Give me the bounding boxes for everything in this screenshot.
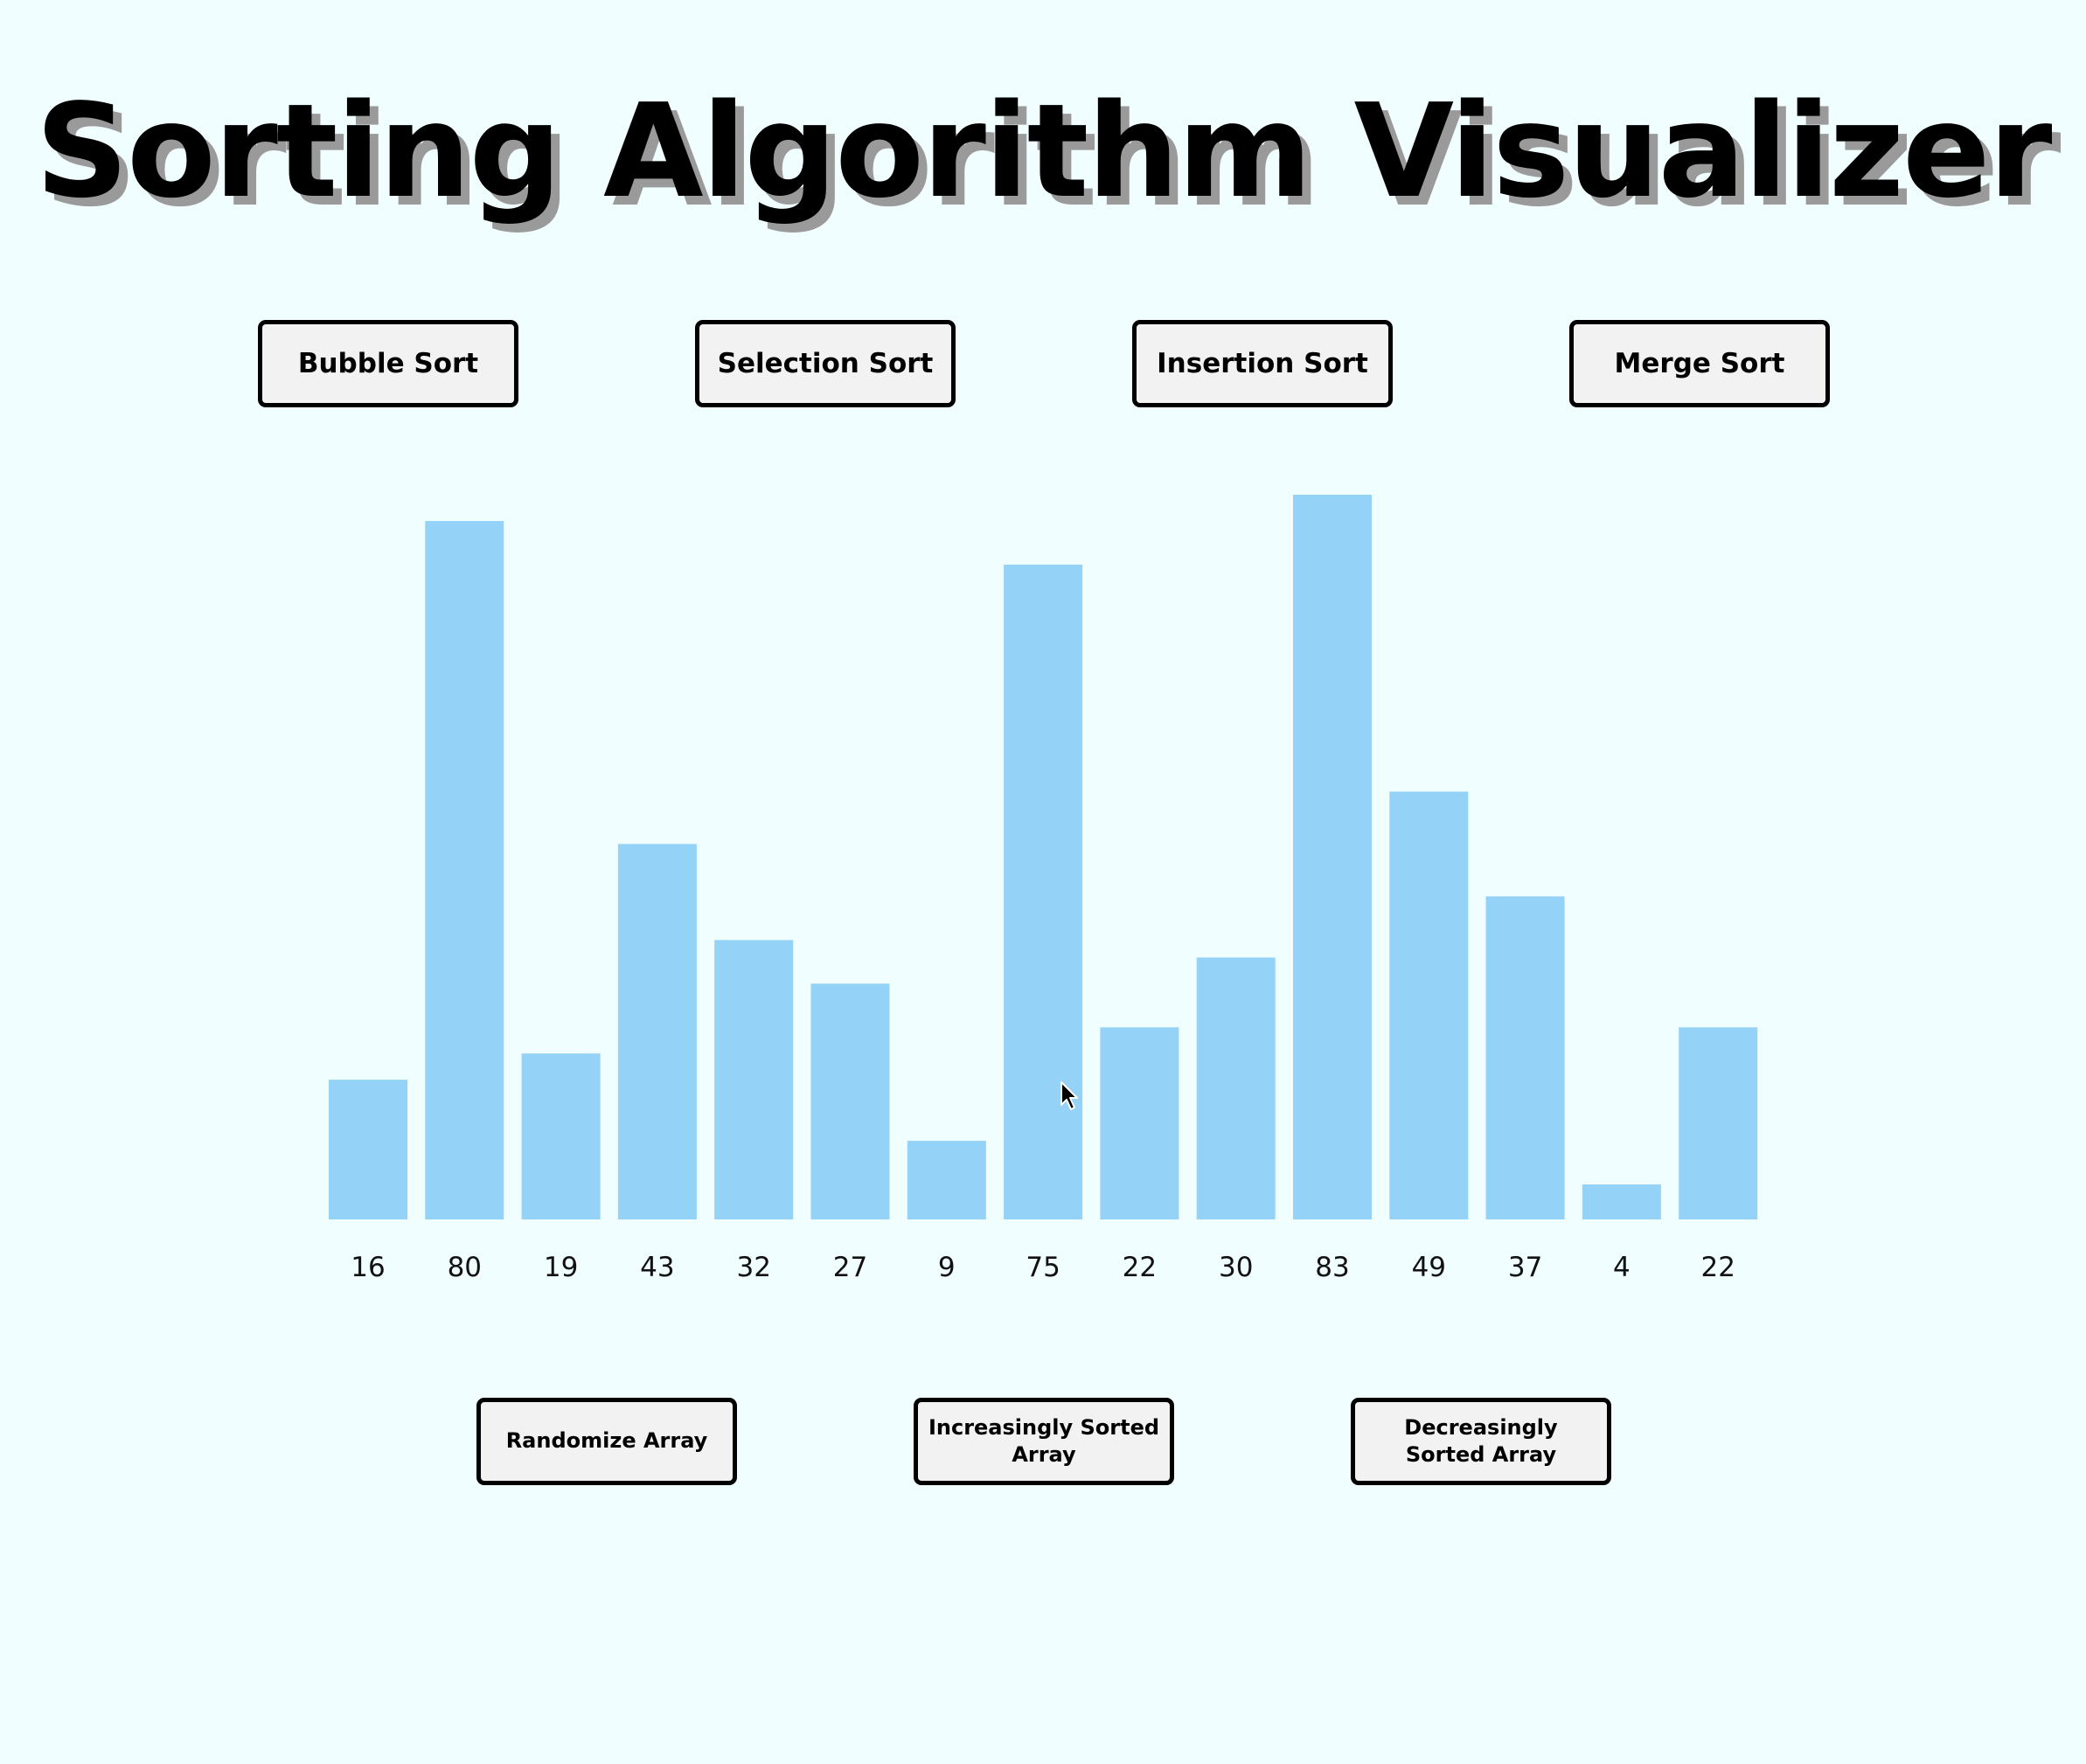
- bar-value-label: 4: [1613, 1252, 1631, 1283]
- merge-sort-button[interactable]: Merge Sort: [1569, 320, 1830, 407]
- mouse-pointer-icon: [1060, 1081, 1078, 1110]
- bar-value-label: 30: [1219, 1252, 1253, 1283]
- page-title: Sorting Algorithm Visualizer: [35, 76, 2053, 226]
- array-bar: [617, 844, 697, 1219]
- array-bar: [1485, 896, 1565, 1219]
- randomize-array-button[interactable]: Randomize Array: [476, 1398, 737, 1485]
- bar-value-label: 43: [640, 1252, 674, 1283]
- bar-value-label: 22: [1123, 1252, 1157, 1283]
- bar-value-label: 37: [1508, 1252, 1542, 1283]
- bar-value-label: 49: [1412, 1252, 1446, 1283]
- array-bar: [1293, 495, 1372, 1219]
- array-bar: [810, 983, 890, 1219]
- array-bar: [907, 1141, 986, 1219]
- bar-value-label: 22: [1700, 1252, 1735, 1283]
- array-bar: [1004, 564, 1083, 1219]
- array-bar: [329, 1080, 407, 1219]
- bar-value-label: 19: [544, 1252, 578, 1283]
- bar-value-label: 16: [351, 1252, 385, 1283]
- bar-value-label: 9: [938, 1252, 956, 1283]
- insertion-sort-button[interactable]: Insertion Sort: [1132, 320, 1393, 407]
- array-bar: [425, 521, 504, 1219]
- array-bar: [1582, 1184, 1661, 1219]
- array-bar: [1196, 957, 1276, 1219]
- decreasingly-sorted-array-button[interactable]: Decreasingly Sorted Array: [1351, 1398, 1611, 1485]
- array-bar: [1679, 1027, 1758, 1219]
- bar-value-label: 27: [833, 1252, 867, 1283]
- array-bar: [521, 1053, 601, 1219]
- array-bar: [1389, 791, 1469, 1219]
- bar-value-label: 83: [1315, 1252, 1349, 1283]
- array-bar: [714, 940, 794, 1219]
- array-bar: [1100, 1027, 1179, 1219]
- bubble-sort-button[interactable]: Bubble Sort: [258, 320, 518, 407]
- bar-value-label: 80: [448, 1252, 482, 1283]
- selection-sort-button[interactable]: Selection Sort: [695, 320, 956, 407]
- bar-value-label: 32: [736, 1252, 770, 1283]
- increasingly-sorted-array-button[interactable]: Increasingly Sorted Array: [914, 1398, 1174, 1485]
- bar-value-label: 75: [1026, 1252, 1060, 1283]
